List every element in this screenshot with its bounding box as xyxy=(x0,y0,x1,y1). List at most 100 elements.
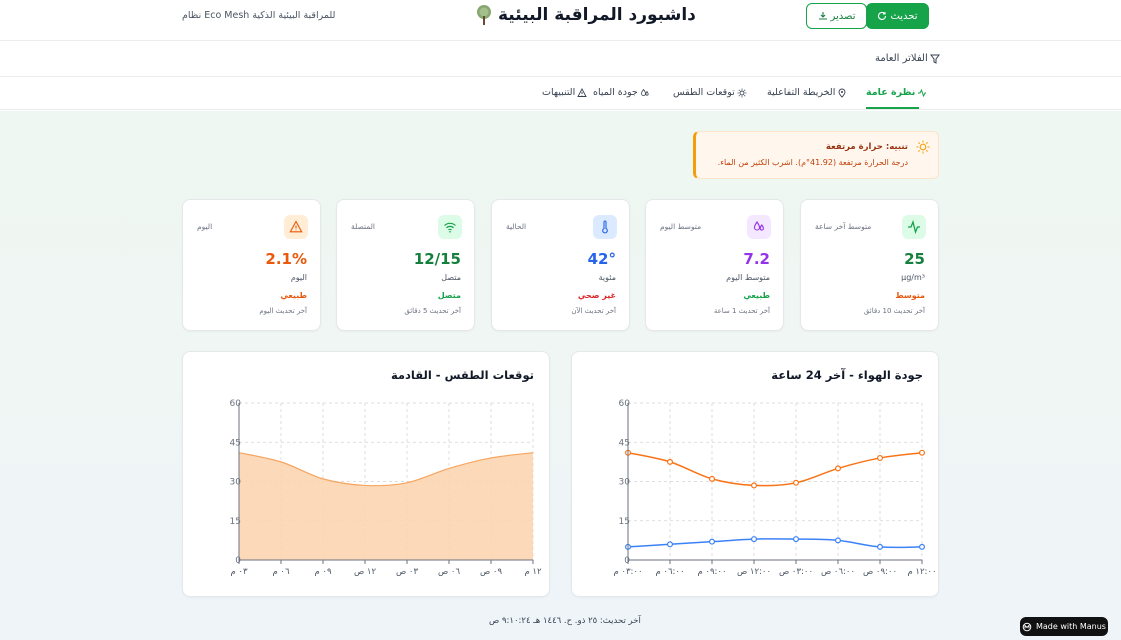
y-tick-label: 0 xyxy=(624,556,630,566)
card-heading: متوسط آخر ساعة xyxy=(815,222,872,231)
alert-title: تنبيه: حرارة مرتفعة xyxy=(825,142,908,152)
x-tick-label: ٠٣:٠٠ م xyxy=(613,567,642,577)
card-updated: آخر تحديث 1 ساعة xyxy=(713,307,770,315)
refresh-icon xyxy=(878,11,887,20)
card-value: 25 xyxy=(904,250,925,268)
tab-water-quality[interactable]: جودة المياه xyxy=(593,87,650,98)
stat-card-sensors: المتصلة 12/15 متصل متصل آخر تحديث 5 دقائ… xyxy=(336,199,475,331)
page-title: داشبورد المراقبة البيئية xyxy=(498,5,696,25)
tab-overview[interactable]: نظرة عامة xyxy=(866,87,927,98)
alert-triangle-icon xyxy=(289,220,303,233)
stat-card-temperature: الحالية 42° مئوية غير صحي آخر تحديث الآن xyxy=(491,199,630,331)
droplets-icon xyxy=(640,88,649,96)
made-with-manus-badge[interactable]: Made with Manus xyxy=(1020,617,1108,636)
tab-weather-forecast[interactable]: توقعات الطقس xyxy=(673,87,747,98)
x-tick-label: ٠٦ ص xyxy=(438,567,461,577)
card-icon-box xyxy=(902,215,926,239)
data-point xyxy=(877,454,884,461)
x-tick-label: ٠٦:٠٠ ص xyxy=(821,567,855,577)
data-point xyxy=(793,479,800,486)
card-heading: متوسط اليوم xyxy=(660,222,702,231)
air-quality-chart-card: جودة الهواء - آخر 24 ساعة 0 15 30 45 60 ١٢:٠٠… xyxy=(571,351,939,597)
data-point xyxy=(666,541,673,548)
chart-title: توقعات الطقس - القادمة xyxy=(390,368,534,382)
refresh-button-label: تحديث xyxy=(890,10,918,22)
card-status: طبيعي xyxy=(280,291,307,300)
card-updated: آخر تحديث 10 دقائق xyxy=(863,307,925,315)
alert-triangle-icon xyxy=(577,87,587,97)
export-button[interactable]: تصدير xyxy=(806,3,867,29)
card-heading: الحالية xyxy=(506,222,527,231)
card-unit: متصل xyxy=(441,273,461,282)
tree-logo-icon xyxy=(477,5,491,25)
activity-icon xyxy=(908,220,920,234)
card-value: 42° xyxy=(587,250,616,268)
card-value: 7.2 xyxy=(743,250,770,268)
series-line xyxy=(238,452,534,487)
alert-message: درجة الحرارة مرتفعة (41.92°م). اشرب الكث… xyxy=(717,158,908,167)
data-point xyxy=(709,475,716,482)
tab-alerts[interactable]: التنبيهات xyxy=(542,87,587,98)
x-tick-label: ٠٣:٠٠ ص xyxy=(779,567,813,577)
card-updated: آخر تحديث 5 دقائق xyxy=(404,307,461,315)
tab-interactive-map[interactable]: الخريطة التفاعلية xyxy=(767,87,847,98)
air-quality-chart: 0 15 30 45 60 ١٢:٠٠ م ٠٩:٠٠ ص ٠٦:٠٠ ص ٠٣:٠٠ ص ١٢:… xyxy=(613,399,936,577)
data-point xyxy=(751,536,758,543)
global-filters-label: الفلاتر العامة xyxy=(875,53,928,64)
global-filters-toggle[interactable]: الفلاتر العامة xyxy=(875,53,940,64)
stat-card-air-quality: متوسط آخر ساعة 25 µg/m³ متوسط آخر تحديث … xyxy=(800,199,939,331)
y-tick-label: 45 xyxy=(230,438,241,448)
card-status: طبيعي xyxy=(743,291,770,300)
app-tagline: نظام Eco Mesh للمراقبة البيئية الذكية xyxy=(182,10,336,21)
series-line xyxy=(627,538,923,549)
x-tick-label: ٠٩ م xyxy=(314,567,332,577)
wifi-icon xyxy=(444,222,456,233)
y-tick-label: 30 xyxy=(619,478,631,488)
x-tick-label: ٠٣ م xyxy=(230,567,248,577)
stat-card-alerts: اليوم 2.1% اليوم طبيعي آخر تحديث اليوم xyxy=(182,199,321,331)
data-point xyxy=(919,543,926,550)
x-tick-label: ١٢:٠٠ ص xyxy=(737,567,771,577)
card-status: متصل xyxy=(437,291,461,300)
data-point xyxy=(666,458,673,465)
card-unit: اليوم xyxy=(290,273,307,282)
download-icon xyxy=(818,12,827,20)
weather-forecast-chart-card: توقعات الطقس - القادمة 0 15 30 45 60 ١٢ م ٠٩ ص… xyxy=(182,351,550,597)
y-tick-label: 15 xyxy=(619,517,630,527)
card-value: 12/15 xyxy=(413,250,461,268)
x-tick-label: ٠٣ ص xyxy=(396,567,419,577)
y-tick-label: 30 xyxy=(230,478,242,488)
x-tick-label: ٠٩ ص xyxy=(480,567,503,577)
card-unit: µg/m³ xyxy=(901,273,925,282)
tab-weather-forecast-label: توقعات الطقس xyxy=(673,87,735,98)
stat-card-water-ph: متوسط اليوم 7.2 متوسط اليوم طبيعي آخر تح… xyxy=(645,199,784,331)
tabs-bar: نظرة عامة الخريطة التفاعلية توقعات الطقس… xyxy=(0,77,1121,110)
card-unit: مئوية xyxy=(598,273,616,282)
thermometer-icon xyxy=(602,220,608,234)
refresh-button[interactable]: تحديث xyxy=(866,3,929,29)
droplets-icon xyxy=(753,221,764,231)
tab-alerts-label: التنبيهات xyxy=(542,87,576,98)
tab-overview-label: نظرة عامة xyxy=(866,87,916,98)
header: نظام Eco Mesh للمراقبة البيئية الذكية دا… xyxy=(0,0,1121,41)
card-icon-box xyxy=(438,215,462,239)
last-update-text: آخر تحديث: ٢٥ ذو. ح. ١٤٤٦ هـ ٩:١٠:٢٤ ص xyxy=(489,616,641,626)
x-tick-label: ٠٩:٠٠ م xyxy=(697,567,726,577)
manus-badge-label: Made with Manus xyxy=(1036,622,1106,631)
x-tick-label: ١٢ م xyxy=(524,567,542,577)
x-tick-label: ١٢:٠٠ م xyxy=(907,567,936,577)
y-tick-label: 60 xyxy=(230,399,242,409)
sun-icon xyxy=(916,140,930,154)
main-content: تنبيه: حرارة مرتفعة درجة الحرارة مرتفعة … xyxy=(0,111,1121,640)
data-point xyxy=(835,537,842,544)
card-status: غير صحي xyxy=(577,291,616,300)
y-tick-label: 45 xyxy=(619,438,630,448)
card-value: 2.1% xyxy=(265,250,307,268)
map-pin-icon xyxy=(838,88,846,98)
y-tick-label: 0 xyxy=(235,556,241,566)
export-button-label: تصدير xyxy=(830,10,856,22)
card-heading: المتصلة xyxy=(351,222,375,231)
card-icon-box xyxy=(747,215,771,239)
card-icon-box xyxy=(284,215,308,239)
x-tick-label: ٠٦:٠٠ م xyxy=(655,567,684,577)
